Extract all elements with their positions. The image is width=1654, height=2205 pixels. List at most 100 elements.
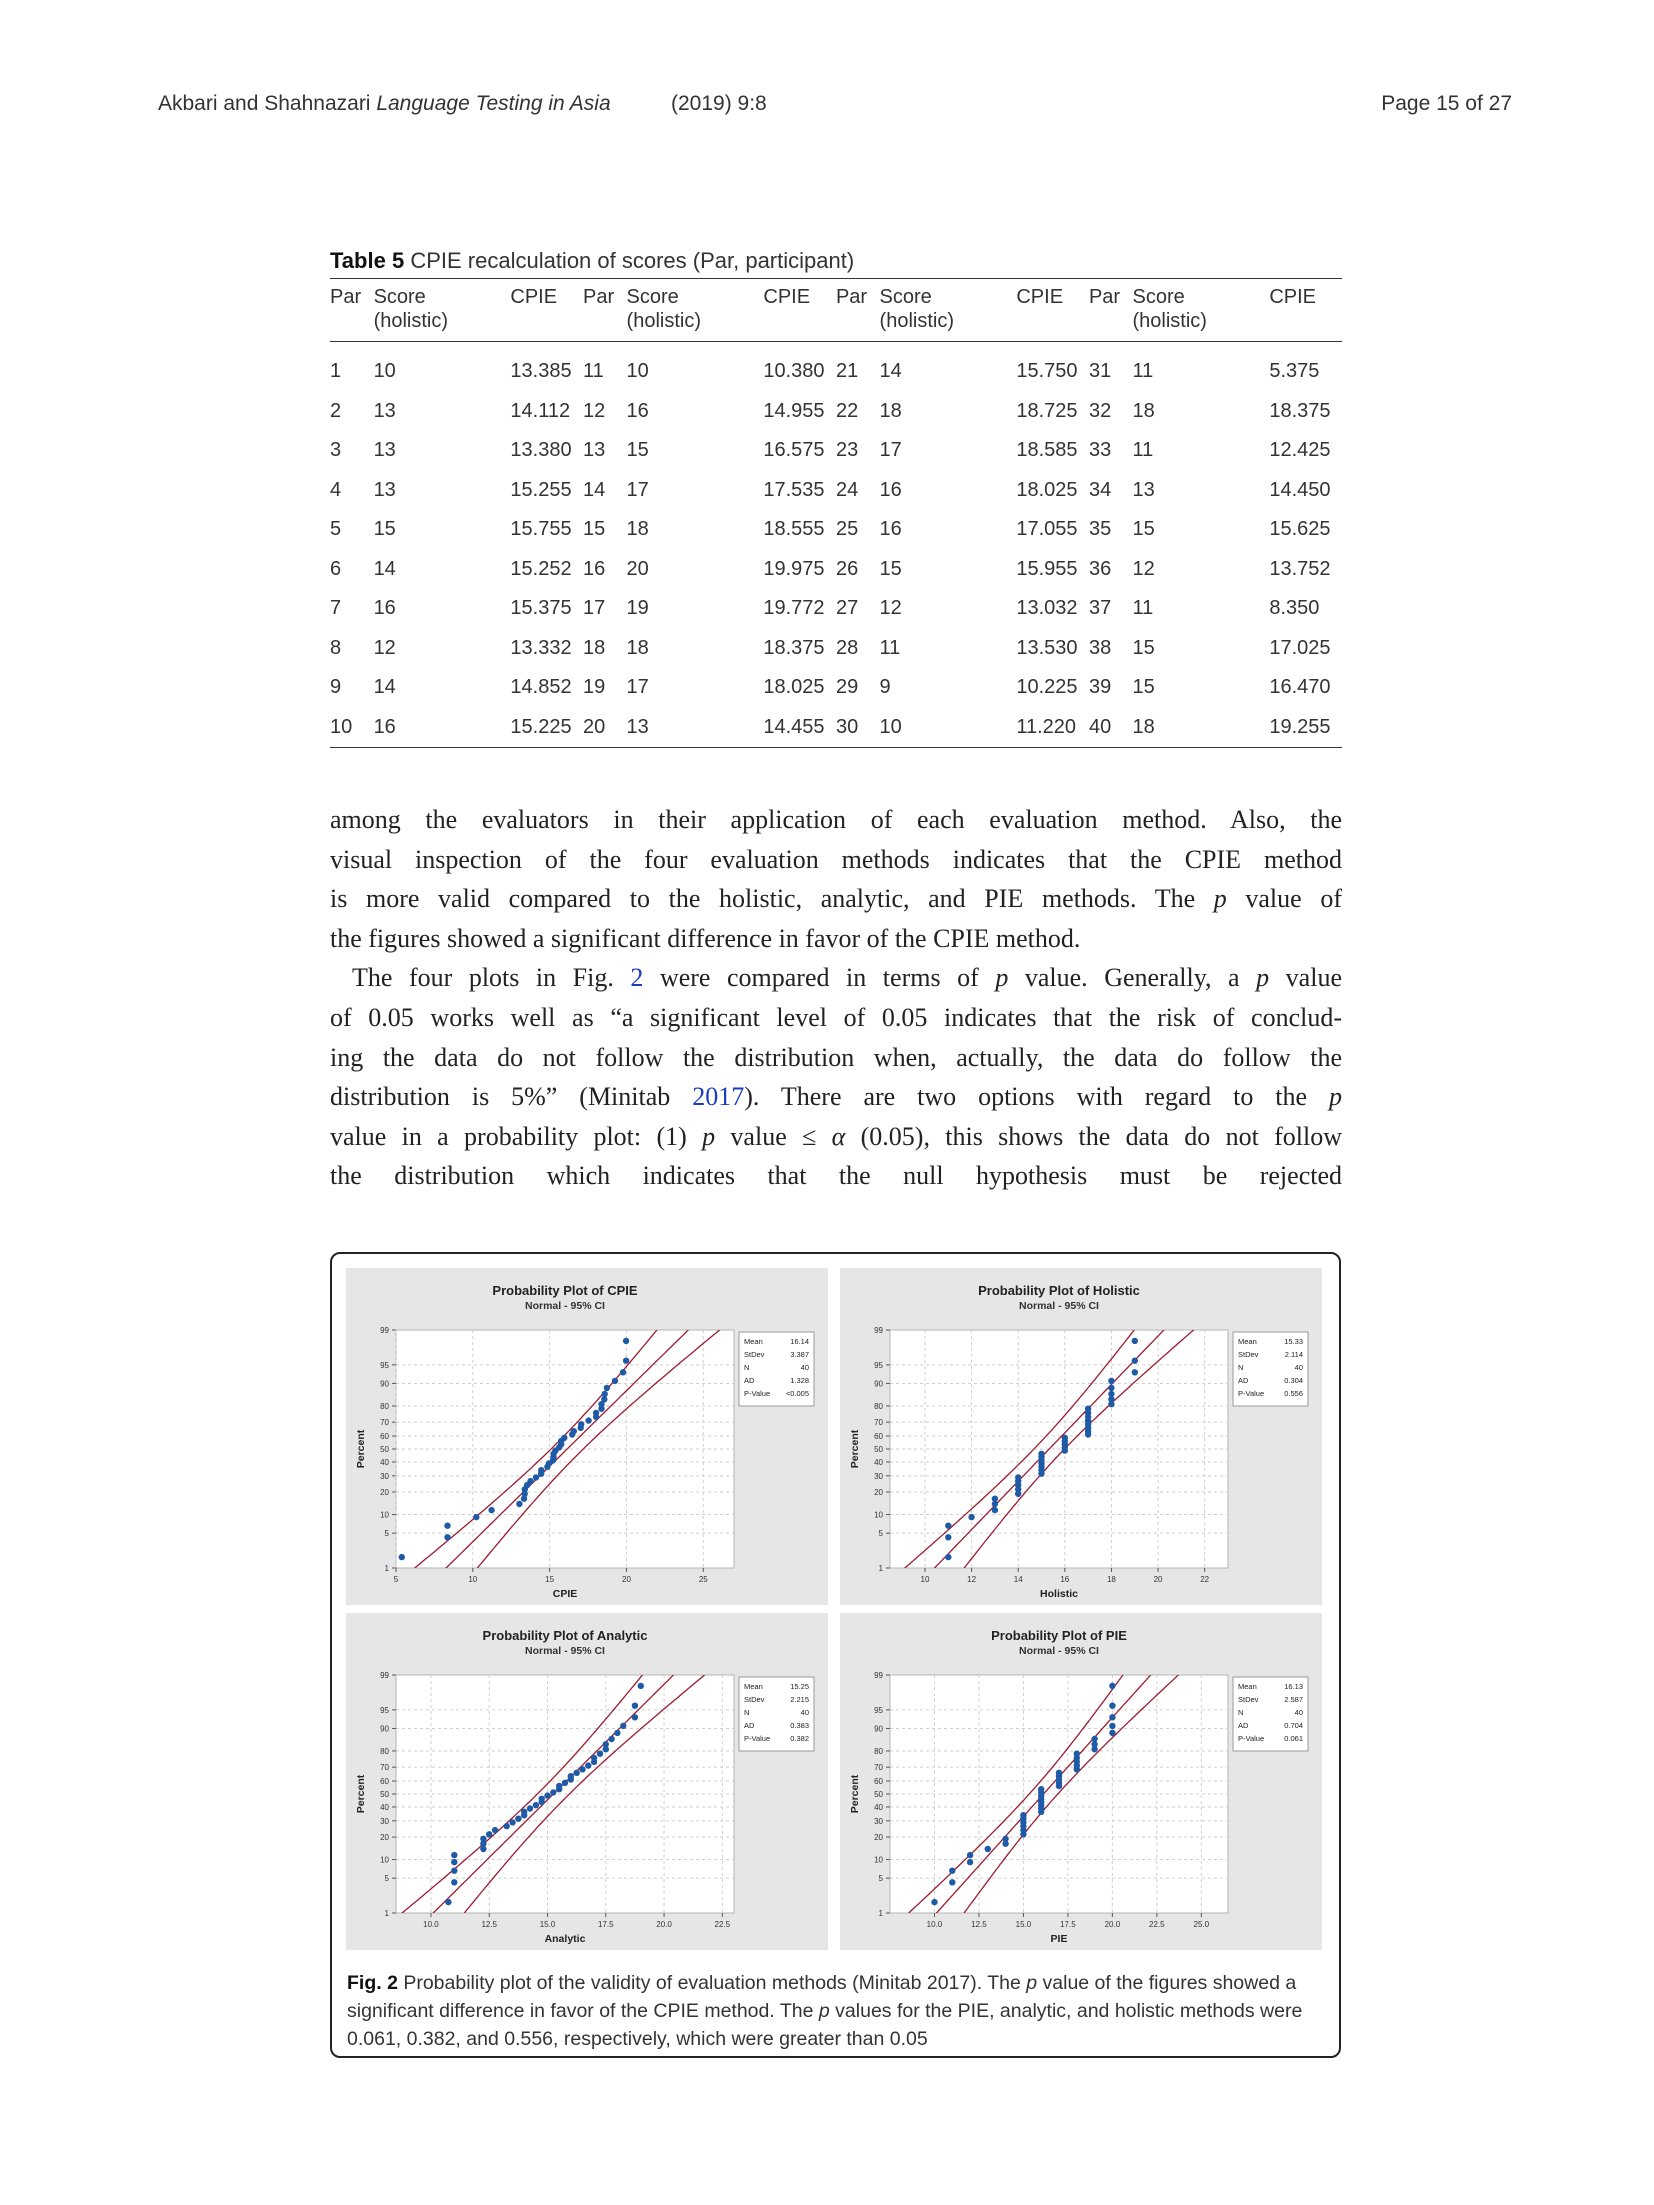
cell-score: 20 <box>626 557 649 580</box>
y-tick-label: 99 <box>380 1671 389 1680</box>
x-tick-label: 22.5 <box>1149 1920 1165 1929</box>
cell-cpie: 18.725 <box>1016 399 1078 422</box>
y-tick-label: 80 <box>874 1747 883 1756</box>
y-tick-label: 1 <box>385 1909 390 1918</box>
y-tick-label: 70 <box>874 1418 883 1427</box>
cell-score: 13 <box>373 478 396 501</box>
data-point <box>968 1513 975 1521</box>
cell-par: 4 <box>330 478 342 501</box>
x-axis-label: CPIE <box>553 1588 578 1600</box>
cell-par: 36 <box>1088 557 1112 580</box>
cell-par: 8 <box>330 636 342 659</box>
paragraph-line: The four plots in Fig. 2 were compared i… <box>352 963 1342 993</box>
stats-label: Mean <box>744 1337 763 1346</box>
cell-cpie: 15.625 <box>1269 518 1331 541</box>
plot-title: Probability Plot of CPIE <box>492 1283 638 1298</box>
plot-title: Probability Plot of Analytic <box>483 1628 648 1643</box>
stats-value: 2.215 <box>790 1695 809 1704</box>
cell-score: 10 <box>373 360 396 383</box>
data-point <box>949 1879 956 1886</box>
cell-score: 13 <box>373 439 396 462</box>
x-tick-label: 12 <box>967 1575 976 1584</box>
col-par: Par <box>835 286 868 308</box>
cell-score: 11 <box>1132 439 1154 462</box>
y-tick-label: 70 <box>874 1763 883 1772</box>
y-tick-label: 60 <box>874 1432 883 1441</box>
scores-table: Par Score (holistic) CPIE Par Score (holis… <box>330 278 1342 748</box>
stats-label: AD <box>744 1376 755 1385</box>
y-tick-label: 99 <box>874 1326 883 1335</box>
y-axis-label: Percent <box>355 1774 367 1813</box>
x-tick-label: 15 <box>545 1575 554 1584</box>
y-tick-label: 5 <box>385 1874 390 1883</box>
cell-par: 32 <box>1088 399 1112 422</box>
cell-cpie: 15.755 <box>510 518 572 541</box>
data-point <box>488 1506 495 1514</box>
cell-cpie: 15.750 <box>1016 360 1078 383</box>
y-tick-label: 80 <box>380 1747 389 1756</box>
citation-link[interactable]: 2017 <box>692 1082 745 1112</box>
y-tick-label: 30 <box>380 1472 389 1481</box>
y-tick-label: 20 <box>874 1488 883 1497</box>
ci-lower-line <box>413 1330 658 1568</box>
table-row: 6 14 15.252 16 20 19.975 26 15 15.955 36 12 13.752 <box>330 550 1342 590</box>
plot-title: Probability Plot of Holistic <box>978 1283 1140 1298</box>
data-point <box>601 1390 608 1398</box>
cell-cpie: 14.955 <box>763 399 825 422</box>
table-5: Table 5 CPIE recalculation of scores (Pa… <box>330 248 1342 748</box>
x-tick-label: 25.0 <box>1194 1920 1210 1929</box>
col-cpie: CPIE <box>1016 286 1064 308</box>
y-tick-label: 40 <box>380 1458 389 1467</box>
y-tick-label: 1 <box>385 1564 390 1573</box>
stats-label: P-Value <box>744 1734 770 1743</box>
stats-value: 0.382 <box>790 1734 809 1743</box>
cell-cpie: 15.255 <box>510 478 572 501</box>
paragraph-line: is more valid compared to the holistic, … <box>330 884 1342 914</box>
data-point <box>1091 1735 1098 1743</box>
y-tick-label: 10 <box>874 1511 883 1520</box>
x-tick-label: 20 <box>1154 1575 1163 1584</box>
cell-cpie: 15.955 <box>1016 557 1078 580</box>
y-tick-label: 90 <box>874 1724 883 1733</box>
x-tick-label: 15.0 <box>540 1920 556 1929</box>
data-point <box>573 1769 580 1776</box>
stats-label: Mean <box>744 1682 763 1691</box>
stats-label: StDev <box>1238 1350 1259 1359</box>
paragraph-line: distribution is 5%” (Minitab 2017). Ther… <box>330 1082 1342 1112</box>
cell-cpie: 14.450 <box>1269 478 1331 501</box>
y-tick-label: 1 <box>879 1909 884 1918</box>
y-tick-label: 40 <box>874 1458 883 1467</box>
data-point <box>480 1840 487 1847</box>
figure-ref-link[interactable]: 2 <box>630 963 644 993</box>
data-point <box>622 1337 630 1345</box>
col-cpie: CPIE <box>510 286 558 308</box>
data-point <box>451 1867 458 1874</box>
cell-cpie: 15.252 <box>510 557 572 580</box>
x-tick-label: 16 <box>1060 1575 1069 1584</box>
data-point <box>1108 1377 1115 1385</box>
col-par: Par <box>330 286 362 308</box>
y-tick-label: 95 <box>874 1361 883 1370</box>
y-axis-label: Percent <box>849 1774 861 1813</box>
x-tick-label: 12.5 <box>481 1920 497 1929</box>
data-point <box>480 1845 487 1853</box>
y-tick-label: 30 <box>874 1472 883 1481</box>
cell-score: 18 <box>626 636 649 659</box>
cell-par: 33 <box>1088 439 1112 462</box>
data-point <box>486 1831 493 1838</box>
cell-par: 40 <box>1088 715 1112 738</box>
cell-par: 13 <box>582 439 606 462</box>
y-tick-label: 90 <box>380 1379 389 1388</box>
data-point <box>585 1762 592 1769</box>
ci-upper-line <box>463 1675 706 1913</box>
data-point <box>1015 1490 1022 1497</box>
cell-par: 1 <box>330 360 342 383</box>
ci-upper-line <box>476 1330 721 1568</box>
cell-par: 14 <box>582 478 606 501</box>
table-row: 4 13 15.255 14 17 17.535 24 16 18.025 34 13 14.450 <box>330 471 1342 511</box>
plot-title: Probability Plot of PIE <box>991 1628 1127 1643</box>
ci-lower-line <box>907 1675 1124 1913</box>
cell-score: 15 <box>1132 676 1155 699</box>
data-point <box>1131 1357 1138 1364</box>
